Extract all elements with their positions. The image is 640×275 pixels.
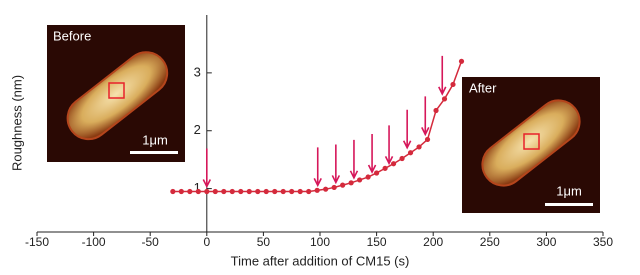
data-point xyxy=(280,188,286,195)
arrow-shape xyxy=(402,109,412,150)
roi xyxy=(108,82,125,99)
x-tick-label: -50 xyxy=(142,235,160,249)
data-point xyxy=(289,188,295,195)
x-tick-label: 200 xyxy=(423,235,443,249)
scale-label: 1μm xyxy=(142,132,168,147)
x-tick-label: 50 xyxy=(257,235,271,249)
scale-bar xyxy=(130,151,178,154)
y-axis-label: Roughness (nm) xyxy=(9,75,24,171)
cell xyxy=(481,99,581,187)
data-point xyxy=(331,184,337,191)
data-point xyxy=(212,188,218,195)
x-tick-label: 300 xyxy=(536,235,556,249)
arrow-shape xyxy=(367,134,377,174)
arrow xyxy=(384,125,394,166)
cell xyxy=(66,51,169,141)
roi xyxy=(523,133,540,150)
arrow xyxy=(349,139,359,180)
data-point xyxy=(433,107,439,114)
arrow-shape xyxy=(438,55,447,96)
data-point xyxy=(390,161,397,167)
arrow-shape xyxy=(202,148,212,189)
data-point xyxy=(314,187,320,193)
data-point xyxy=(416,144,422,150)
y-tick-label: 1 xyxy=(194,180,201,195)
data-point xyxy=(450,81,456,88)
insets: Before 1μm After 1μm xyxy=(47,25,600,213)
data-point xyxy=(365,174,371,180)
inset-label: After xyxy=(469,80,497,95)
data-point xyxy=(229,188,235,195)
data-point xyxy=(204,188,210,195)
x-tick-label: 100 xyxy=(310,235,330,249)
x-tick-label: 150 xyxy=(367,235,387,249)
arrow-shape xyxy=(421,96,430,137)
inset-before: Before 1μm xyxy=(47,25,185,162)
data-point xyxy=(357,177,363,183)
data-point xyxy=(238,188,244,195)
arrow xyxy=(438,55,447,96)
scale-label: 1μm xyxy=(556,183,582,198)
y-tick-label: 2 xyxy=(194,122,201,137)
data-point xyxy=(407,150,414,156)
inset-after: After 1μm xyxy=(462,77,600,213)
data-point xyxy=(263,188,269,195)
x-axis-label: Time after addition of CM15 (s) xyxy=(231,253,410,268)
data-point xyxy=(458,58,465,64)
x-tick-label: 0 xyxy=(203,235,210,249)
inset-label: Before xyxy=(53,28,91,43)
data-point xyxy=(399,155,405,162)
data-point xyxy=(441,96,448,102)
data-point xyxy=(297,188,303,195)
data-point xyxy=(272,188,278,195)
arrow-shape xyxy=(349,139,359,180)
data-point xyxy=(323,186,329,192)
x-tick-label: -100 xyxy=(82,235,106,249)
data-point xyxy=(170,188,176,195)
data-point xyxy=(221,188,227,195)
data-point xyxy=(195,188,201,195)
data-point xyxy=(340,182,346,188)
scale-bar xyxy=(545,203,593,206)
data-point xyxy=(187,188,193,195)
data-point xyxy=(424,136,431,143)
x-tick-label: 350 xyxy=(593,235,613,249)
arrow xyxy=(367,134,377,174)
arrow xyxy=(421,96,430,137)
arrow-shape xyxy=(384,125,394,166)
arrow-shape xyxy=(331,144,341,185)
arrow xyxy=(202,148,212,189)
arrow xyxy=(331,144,341,185)
arrow xyxy=(402,109,412,150)
data-point xyxy=(382,165,388,171)
data-point xyxy=(246,188,252,195)
data-point xyxy=(255,188,261,195)
y-tick-label: 3 xyxy=(194,64,201,79)
data-point xyxy=(374,170,380,176)
arrow-shape xyxy=(313,147,322,188)
x-tick-label: -150 xyxy=(25,235,49,249)
data-point xyxy=(178,188,184,195)
data-point xyxy=(306,188,312,195)
data-point xyxy=(348,180,354,186)
x-tick-label: 250 xyxy=(480,235,500,249)
arrow xyxy=(313,147,322,188)
